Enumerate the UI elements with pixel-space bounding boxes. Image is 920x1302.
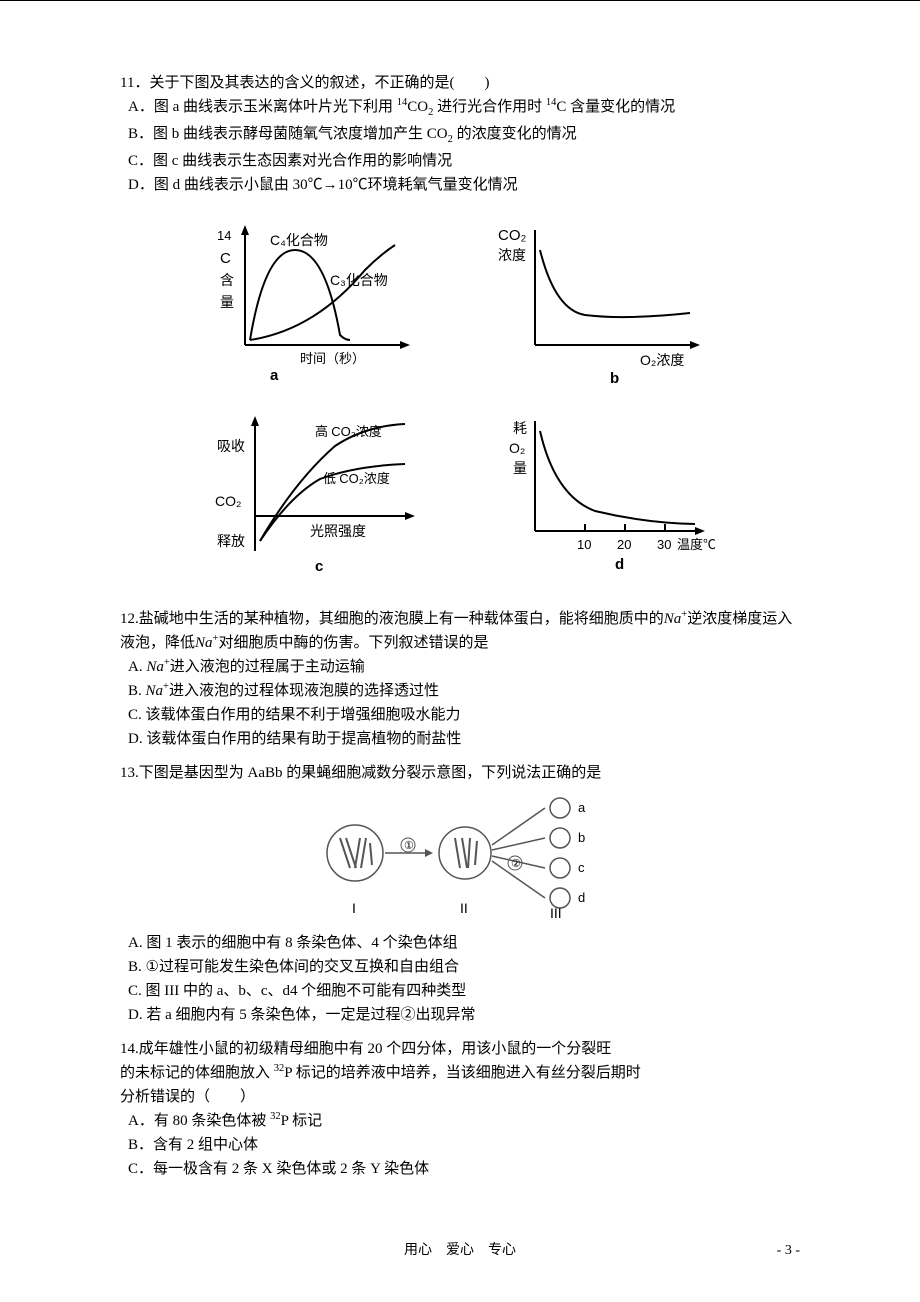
q14-option-c: C．每一极含有 2 条 X 染色体或 2 条 Y 染色体 — [120, 1157, 800, 1181]
svg-text:CO₂: CO₂ — [498, 227, 527, 244]
chart-b-svg: CO₂ 浓度 O₂浓度 b — [495, 215, 715, 385]
q11-stem: 11．关于下图及其表达的含义的叙述，不正确的是( ) — [120, 71, 800, 95]
q14-option-a: A．有 80 条染色体被 32P 标记 — [120, 1109, 800, 1133]
q11-option-c: C．图 c 曲线表示生态因素对光合作用的影响情况 — [120, 149, 800, 173]
svg-text:C: C — [220, 250, 231, 267]
svg-text:30: 30 — [657, 537, 671, 552]
svg-text:吸收: 吸收 — [217, 439, 245, 455]
svg-text:浓度: 浓度 — [498, 248, 526, 264]
svg-text:低 CO₂浓度: 低 CO₂浓度 — [323, 471, 390, 486]
svg-text:10: 10 — [577, 537, 591, 552]
chart-c: 吸收 CO₂ 释放 高 CO₂浓度 低 CO₂浓度 光照强度 c — [205, 411, 435, 589]
svg-text:c: c — [315, 558, 323, 575]
chart-d: 耗 O₂ 量 10 20 30 温度℃ d — [495, 411, 715, 589]
svg-text:14: 14 — [217, 228, 231, 243]
q13-stem: 13.下图是基因型为 AaBb 的果蝇细胞减数分裂示意图，下列说法正确的是 — [120, 761, 800, 785]
svg-text:O₂: O₂ — [509, 440, 525, 456]
chart-a-svg: 14 C 含 量 C₄化合物 C₃化合物 时间（秒） a — [205, 215, 435, 385]
svg-text:b: b — [578, 830, 585, 845]
q14-option-b: B．含有 2 组中心体 — [120, 1133, 800, 1157]
svg-text:含: 含 — [220, 273, 234, 289]
charts-row-1: 14 C 含 量 C₄化合物 C₃化合物 时间（秒） a CO₂ — [120, 215, 800, 393]
svg-text:d: d — [578, 890, 585, 905]
svg-text:b: b — [610, 370, 619, 385]
q11-option-a: A．图 a 曲线表示玉米离体叶片光下利用 14CO2 进行光合作用时 14C 含… — [120, 95, 800, 122]
q14-line1: 14.成年雄性小鼠的初级精母细胞中有 20 个四分体，用该小鼠的一个分裂旺 — [120, 1037, 800, 1061]
q13-option-b: B. ①过程可能发生染色体间的交叉互换和自由组合 — [120, 955, 800, 979]
q14-line3: 分析错误的（ ） — [120, 1085, 800, 1109]
chart-b: CO₂ 浓度 O₂浓度 b — [495, 215, 715, 393]
q11-option-d: D．图 d 曲线表示小鼠由 30℃→10℃环境耗氧气量变化情况 — [120, 173, 800, 197]
page: 11．关于下图及其表达的含义的叙述，不正确的是( ) A．图 a 曲线表示玉米离… — [0, 0, 920, 1302]
svg-text:量: 量 — [513, 461, 527, 477]
chart-c-svg: 吸收 CO₂ 释放 高 CO₂浓度 低 CO₂浓度 光照强度 c — [205, 411, 435, 581]
svg-text:O₂浓度: O₂浓度 — [640, 352, 684, 369]
svg-text:耗: 耗 — [513, 421, 527, 437]
svg-text:释放: 释放 — [217, 534, 245, 550]
q12-option-d: D. 该载体蛋白作用的结果有助于提高植物的耐盐性 — [120, 727, 800, 751]
question-14: 14.成年雄性小鼠的初级精母细胞中有 20 个四分体，用该小鼠的一个分裂旺 的未… — [120, 1037, 800, 1181]
q13-option-a: A. 图 1 表示的细胞中有 8 条染色体、4 个染色体组 — [120, 931, 800, 955]
svg-text:C₃化合物: C₃化合物 — [330, 272, 388, 289]
svg-text:C₄化合物: C₄化合物 — [270, 232, 328, 249]
q14-line2: 的未标记的体细胞放入 32P 标记的培养液中培养，当该细胞进入有丝分裂后期时 — [120, 1061, 800, 1085]
q13-option-d: D. 若 a 细胞内有 5 条染色体，一定是过程②出现异常 — [120, 1003, 800, 1027]
svg-text:d: d — [615, 556, 624, 573]
svg-text:a: a — [578, 800, 586, 815]
svg-text:I: I — [352, 900, 356, 916]
chart-a: 14 C 含 量 C₄化合物 C₃化合物 时间（秒） a — [205, 215, 435, 393]
chart-d-svg: 耗 O₂ 量 10 20 30 温度℃ d — [495, 411, 715, 581]
svg-text:②: ② — [511, 858, 521, 870]
question-13: 13.下图是基因型为 AaBb 的果蝇细胞减数分裂示意图，下列说法正确的是 I … — [120, 761, 800, 1027]
svg-text:量: 量 — [220, 295, 234, 311]
meiosis-diagram: I ① II ② a b c — [310, 793, 610, 923]
svg-text:20: 20 — [617, 537, 631, 552]
svg-text:a: a — [270, 367, 279, 384]
page-number: - 3 - — [777, 1240, 800, 1262]
svg-text:CO₂: CO₂ — [215, 493, 241, 509]
q12-option-c: C. 该载体蛋白作用的结果不利于增强细胞吸水能力 — [120, 703, 800, 727]
svg-text:III: III — [550, 905, 562, 921]
svg-text:高 CO₂浓度: 高 CO₂浓度 — [315, 424, 382, 439]
svg-text:光照强度: 光照强度 — [310, 524, 366, 540]
question-12: 12.盐碱地中生活的某种植物，其细胞的液泡膜上有一种载体蛋白，能将细胞质中的Na… — [120, 607, 800, 751]
q12-option-a: A. Na+进入液泡的过程属于主动运输 — [120, 655, 800, 679]
svg-text:温度℃: 温度℃ — [677, 537, 715, 552]
q13-option-c: C. 图 III 中的 a、b、c、d4 个细胞不可能有四种类型 — [120, 979, 800, 1003]
svg-text:①: ① — [404, 840, 414, 852]
svg-text:II: II — [460, 900, 468, 916]
q12-option-b: B. Na+进入液泡的过程体现液泡膜的选择透过性 — [120, 679, 800, 703]
svg-text:时间（秒）: 时间（秒） — [300, 351, 365, 366]
svg-text:c: c — [578, 860, 585, 875]
charts-row-2: 吸收 CO₂ 释放 高 CO₂浓度 低 CO₂浓度 光照强度 c 耗 O₂ 量 — [120, 411, 800, 589]
q12-stem: 12.盐碱地中生活的某种植物，其细胞的液泡膜上有一种载体蛋白，能将细胞质中的Na… — [120, 607, 800, 655]
question-11: 11．关于下图及其表达的含义的叙述，不正确的是( ) A．图 a 曲线表示玉米离… — [120, 71, 800, 197]
q11-option-b: B．图 b 曲线表示酵母菌随氧气浓度增加产生 CO2 的浓度变化的情况 — [120, 122, 800, 149]
